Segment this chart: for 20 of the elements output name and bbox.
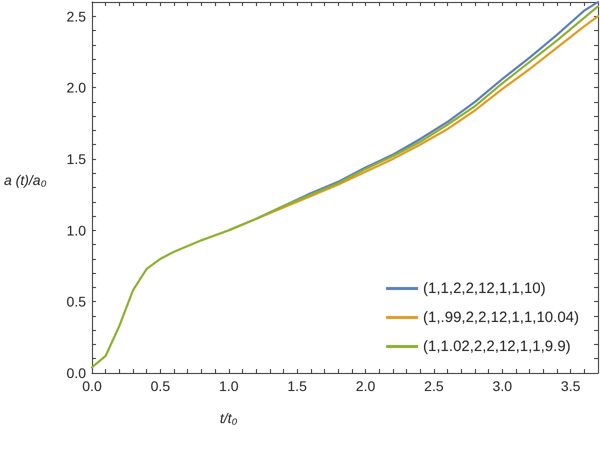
x-tick-label: 3.5: [560, 378, 581, 394]
x-tick-label: 1.5: [287, 378, 308, 394]
x-tick-label: 0.5: [150, 378, 170, 394]
y-tick-label: 1.0: [66, 222, 86, 238]
x-axis-title: t/t₀: [220, 410, 238, 426]
y-tick-label: 0.5: [66, 294, 86, 310]
x-tick-label: 1.0: [219, 378, 239, 394]
y-tick-label: 2.5: [66, 8, 86, 24]
legend-label: (1,1.02,2,2,12,1,1,9.9): [423, 338, 571, 355]
legend-label: (1,1,2,2,12,1,1,10): [423, 280, 546, 297]
y-axis-title: a (t)/a₀: [4, 172, 47, 188]
x-tick-label: 2.0: [356, 378, 376, 394]
x-tick-label: 2.5: [424, 378, 444, 394]
y-tick-label: 2.0: [66, 80, 86, 96]
y-tick-label: 0.0: [66, 365, 86, 381]
x-tick-label: 3.0: [492, 378, 512, 394]
legend-label: (1,.99,2,2,12,1,1,10.04): [423, 309, 580, 326]
y-tick-label: 1.5: [66, 150, 86, 167]
x-tick-label: 0.0: [82, 378, 102, 394]
line-series: [90, 5, 600, 368]
